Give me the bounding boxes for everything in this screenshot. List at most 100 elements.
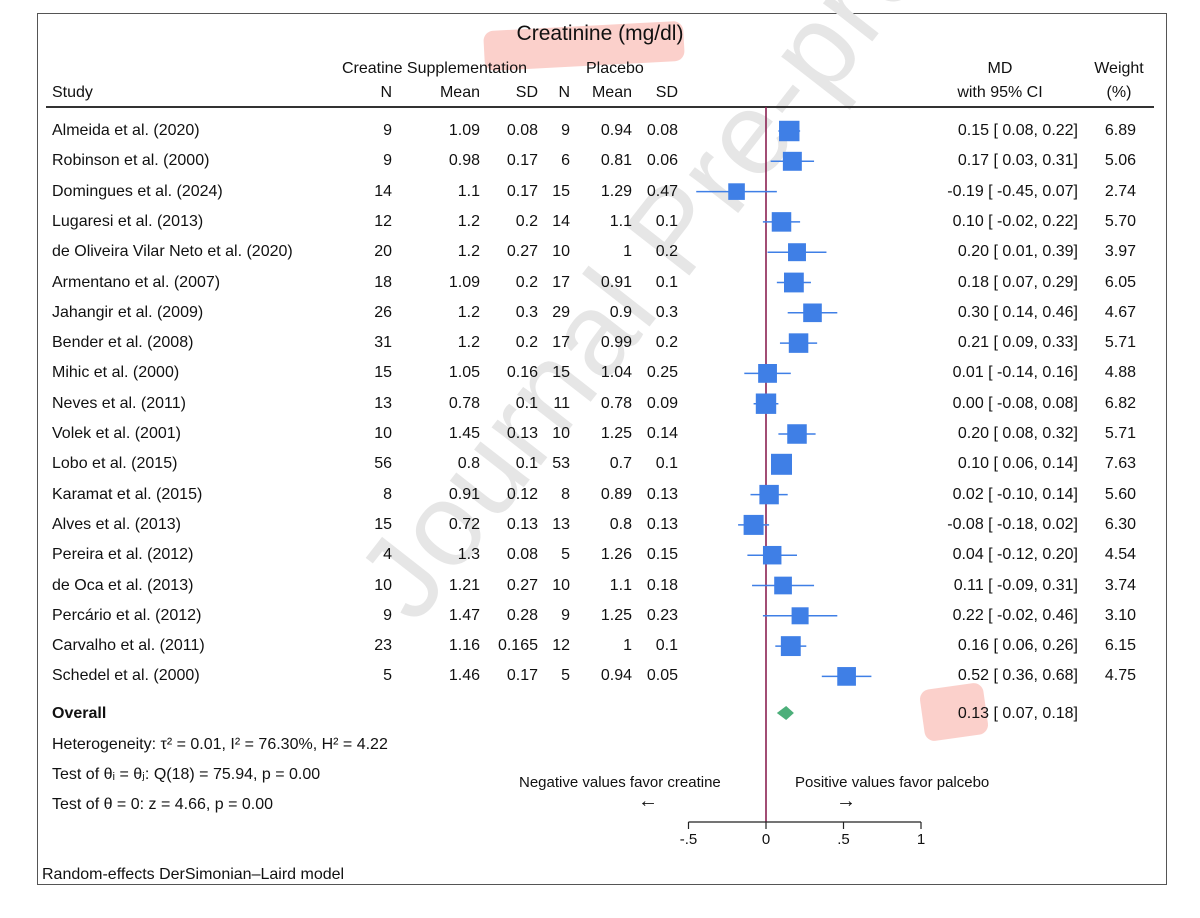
effect-square: [771, 212, 792, 232]
cell-n1: 5: [383, 667, 392, 685]
cell-mean1: 1.09: [448, 122, 480, 139]
cell-sd1: 0.3: [515, 303, 538, 321]
effect-square: [788, 243, 806, 262]
cell-mean1: 1.2: [457, 303, 480, 321]
cell-sd2: 0.1: [655, 455, 678, 473]
effect-square: [788, 333, 809, 353]
cell-study: Bender et al. (2008): [52, 334, 194, 352]
cell-sd2: 0.3: [655, 303, 678, 321]
cell-sd2: 0.09: [646, 394, 678, 412]
favor-positive-label: Positive values favor palcebo: [795, 774, 990, 791]
cell-sd2: 0.08: [646, 122, 678, 139]
cell-weight: 4.88: [1104, 364, 1136, 382]
cell-weight: 2.74: [1104, 182, 1136, 200]
cell-sd1: 0.16: [506, 364, 538, 382]
cell-ci: 0.01 [ -0.14, 0.16]: [952, 364, 1078, 382]
cell-sd1: 0.27: [506, 576, 538, 594]
cell-mean2: 0.81: [600, 152, 632, 170]
effect-square: [784, 272, 804, 293]
cell-n1: 10: [374, 576, 392, 594]
cell-weight: 3.97: [1104, 243, 1136, 261]
cell-mean2: 0.99: [600, 334, 632, 352]
cell-n1: 20: [374, 243, 392, 261]
cell-weight: 5.71: [1104, 425, 1136, 442]
cell-study: Neves et al. (2011): [52, 394, 186, 412]
cell-sd2: 0.14: [646, 425, 678, 442]
cell-mean2: 0.94: [600, 122, 632, 139]
effect-square: [779, 120, 800, 142]
cell-n2: 10: [552, 576, 570, 594]
cell-sd2: 0.2: [655, 243, 678, 261]
weight-header-line1: Weight: [1094, 60, 1144, 77]
cell-n1: 15: [374, 515, 392, 533]
cell-study: Jahangir et al. (2009): [52, 303, 204, 321]
cell-n2: 15: [552, 364, 570, 382]
cell-mean1: 0.98: [448, 152, 480, 170]
cell-mean2: 0.8: [609, 515, 632, 533]
cell-n2: 53: [552, 455, 570, 473]
heterogeneity-text: Heterogeneity: τ² = 0.01, I² = 76.30%, H…: [52, 736, 388, 753]
cell-ci: -0.19 [ -0.45, 0.07]: [947, 182, 1078, 200]
cell-sd1: 0.2: [515, 212, 538, 230]
cell-mean1: 0.91: [448, 485, 480, 503]
overall-ci-text: 0.13 [ 0.07, 0.18]: [957, 705, 1078, 722]
cell-mean2: 1.1: [609, 212, 632, 230]
x-tick-label: 1: [917, 831, 925, 848]
cell-weight: 5.70: [1104, 212, 1136, 230]
cell-n1: 9: [383, 152, 392, 170]
cell-sd1: 0.165: [497, 637, 538, 655]
header-rule: [46, 106, 1154, 108]
cell-mean1: 0.78: [448, 394, 480, 412]
cell-weight: 5.06: [1104, 152, 1136, 170]
cell-ci: 0.15 [ 0.08, 0.22]: [957, 122, 1078, 139]
cell-n1: 14: [374, 182, 392, 200]
cell-ci: 0.04 [ -0.12, 0.20]: [952, 546, 1078, 564]
cell-ci: 0.20 [ 0.01, 0.39]: [957, 243, 1078, 261]
cell-n1: 12: [374, 212, 392, 230]
cell-mean2: 0.89: [600, 485, 632, 503]
cell-sd2: 0.06: [646, 152, 678, 170]
cell-n1: 15: [374, 364, 392, 382]
cell-study: Robinson et al. (2000): [52, 152, 210, 170]
cell-weight: 6.15: [1104, 637, 1136, 655]
cell-mean2: 0.9: [609, 303, 632, 321]
cell-ci: 0.30 [ 0.14, 0.46]: [957, 303, 1078, 321]
md-header-line2: with 95% CI: [957, 84, 1043, 101]
cell-sd1: 0.1: [515, 394, 538, 412]
x-tick-label: -.5: [680, 831, 698, 848]
cell-study: Lugaresi et al. (2013): [52, 212, 204, 230]
cell-weight: 4.67: [1104, 303, 1136, 321]
cell-sd1: 0.17: [506, 182, 538, 200]
cell-study: Pereira et al. (2012): [52, 546, 194, 564]
right-arrow-icon: →: [836, 790, 856, 812]
cell-sd1: 0.08: [506, 546, 538, 564]
cell-weight: 6.82: [1104, 394, 1136, 412]
effect-square: [759, 484, 779, 505]
cell-mean1: 1.21: [448, 576, 480, 594]
cell-study: Almeida et al. (2020): [52, 122, 200, 139]
cell-n2: 9: [561, 122, 570, 139]
cell-sd1: 0.2: [515, 334, 538, 352]
group1-header: Creatine Supplementation: [342, 60, 528, 77]
cell-n2: 10: [552, 243, 570, 261]
cell-sd2: 0.2: [655, 334, 678, 352]
cell-sd1: 0.08: [506, 122, 538, 139]
cell-mean2: 0.78: [600, 394, 632, 412]
cell-weight: 7.63: [1104, 455, 1136, 473]
cell-sd2: 0.1: [655, 637, 678, 655]
cell-study: Domingues et al. (2024): [52, 182, 223, 200]
cell-weight: 3.74: [1104, 576, 1136, 594]
cell-ci: 0.17 [ 0.03, 0.31]: [957, 152, 1078, 170]
cell-n1: 56: [374, 455, 392, 473]
cell-sd1: 0.12: [506, 485, 538, 503]
cell-n1: 9: [383, 122, 392, 139]
figure-frame: [37, 13, 1167, 885]
cell-n2: 6: [561, 152, 570, 170]
cell-mean2: 1.25: [600, 425, 632, 442]
cell-ci: 0.11 [ -0.09, 0.31]: [953, 576, 1078, 594]
test-zero-text: Test of θ = 0: z = 4.66, p = 0.00: [52, 796, 274, 813]
group2-header: Placebo: [586, 60, 644, 77]
cell-ci: 0.02 [ -0.10, 0.14]: [952, 485, 1078, 503]
cell-n2: 10: [552, 425, 570, 442]
